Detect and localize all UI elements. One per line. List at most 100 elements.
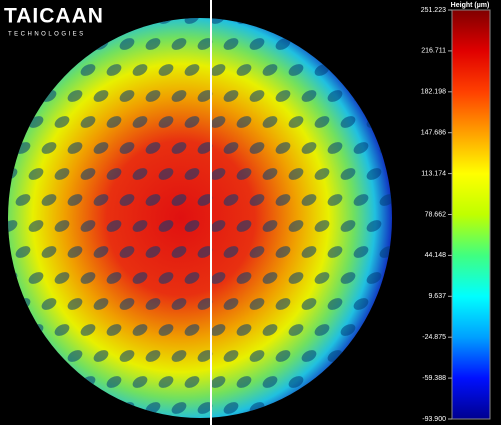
pore bbox=[301, 142, 317, 154]
pore bbox=[314, 220, 330, 232]
pore bbox=[41, 38, 57, 50]
colorbar-ticks: 251.223 216.711 182.198 147.686 113.174 78.66… bbox=[421, 7, 452, 423]
pore bbox=[184, 220, 200, 232]
pore bbox=[340, 168, 356, 180]
pore bbox=[288, 64, 304, 76]
pore bbox=[28, 220, 44, 232]
pore bbox=[404, 400, 423, 417]
pore bbox=[28, 272, 44, 284]
pore bbox=[171, 142, 187, 154]
pore bbox=[197, 350, 213, 362]
pore bbox=[275, 298, 291, 310]
pore bbox=[366, 168, 382, 180]
pore bbox=[366, 376, 382, 388]
pore bbox=[80, 220, 96, 232]
pore bbox=[301, 350, 317, 362]
tick-label: -24.875 bbox=[422, 334, 446, 341]
pore bbox=[197, 90, 213, 102]
pore bbox=[353, 194, 369, 206]
pore bbox=[119, 246, 135, 258]
tick-label: 251.223 bbox=[421, 7, 446, 14]
pore bbox=[404, 348, 423, 365]
pore bbox=[119, 90, 135, 102]
pore bbox=[327, 298, 343, 310]
tick-label: 216.711 bbox=[421, 48, 446, 55]
pore bbox=[41, 142, 57, 154]
pore bbox=[210, 220, 226, 232]
pore bbox=[210, 272, 226, 284]
pore bbox=[301, 402, 317, 414]
pore bbox=[54, 272, 70, 284]
pore bbox=[54, 324, 70, 336]
pore bbox=[93, 298, 109, 310]
pore bbox=[184, 116, 200, 128]
pore bbox=[145, 142, 161, 154]
pore bbox=[353, 38, 369, 50]
pore bbox=[184, 168, 200, 180]
pore bbox=[54, 376, 70, 388]
pore bbox=[93, 402, 109, 414]
logo-name: TAICAAN bbox=[4, 5, 104, 28]
tick-label: 78.662 bbox=[425, 211, 447, 218]
pore bbox=[236, 272, 252, 284]
pore bbox=[132, 376, 148, 388]
pore bbox=[314, 64, 330, 76]
pore bbox=[366, 324, 382, 336]
pore bbox=[379, 38, 392, 50]
pore bbox=[67, 194, 83, 206]
pore bbox=[171, 38, 187, 50]
pore bbox=[327, 90, 343, 102]
tick-label: -59.388 bbox=[422, 375, 446, 382]
pore bbox=[41, 246, 57, 258]
pore bbox=[197, 194, 213, 206]
pore bbox=[340, 272, 356, 284]
pore bbox=[67, 38, 83, 50]
pore bbox=[391, 322, 410, 339]
pore bbox=[288, 168, 304, 180]
pore bbox=[236, 376, 252, 388]
pore bbox=[132, 168, 148, 180]
tick-label: 182.198 bbox=[421, 89, 446, 96]
pore bbox=[275, 142, 291, 154]
pore bbox=[223, 350, 239, 362]
pore bbox=[145, 38, 161, 50]
pore bbox=[404, 244, 423, 261]
logo-subtitle: TECHNOLOGIES bbox=[8, 32, 86, 38]
pore bbox=[327, 246, 343, 258]
pore bbox=[8, 324, 18, 336]
pore bbox=[54, 220, 70, 232]
tick-label: 113.174 bbox=[421, 170, 446, 177]
pore bbox=[340, 18, 356, 24]
pore bbox=[262, 64, 278, 76]
pore bbox=[41, 402, 57, 414]
pore bbox=[106, 376, 122, 388]
pore bbox=[106, 324, 122, 336]
pore bbox=[391, 114, 410, 131]
pore bbox=[353, 350, 369, 362]
pore bbox=[327, 38, 343, 50]
pore bbox=[158, 272, 174, 284]
pore bbox=[184, 64, 200, 76]
pore bbox=[236, 220, 252, 232]
pore bbox=[119, 38, 135, 50]
pore bbox=[223, 246, 239, 258]
pore bbox=[223, 194, 239, 206]
pore bbox=[327, 142, 343, 154]
pore bbox=[353, 142, 369, 154]
pore bbox=[106, 220, 122, 232]
pore bbox=[158, 220, 174, 232]
pore bbox=[158, 324, 174, 336]
pore bbox=[314, 272, 330, 284]
tick-label: -93.900 bbox=[422, 416, 446, 423]
pore bbox=[119, 350, 135, 362]
pore bbox=[404, 36, 423, 53]
pore bbox=[80, 324, 96, 336]
pore bbox=[184, 18, 200, 24]
pore bbox=[366, 272, 382, 284]
pore bbox=[54, 116, 70, 128]
pore bbox=[210, 18, 226, 24]
pore bbox=[158, 168, 174, 180]
pore bbox=[132, 64, 148, 76]
pore bbox=[41, 350, 57, 362]
pore bbox=[210, 168, 226, 180]
